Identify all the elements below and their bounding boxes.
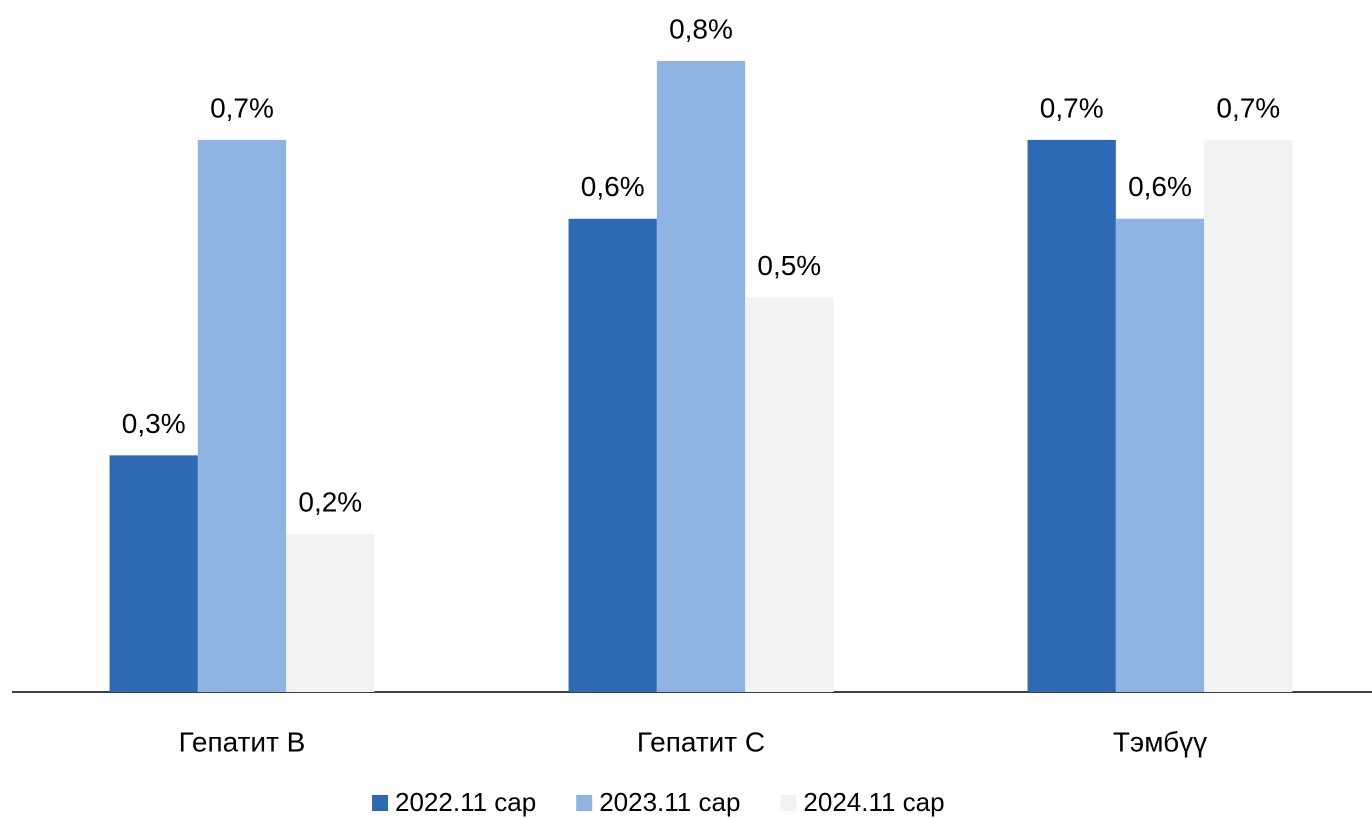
x-tick-label: Гепатит B [179, 726, 306, 757]
legend-swatch [780, 795, 797, 811]
legend-label: 2023.11 сар [599, 787, 740, 817]
bar [1027, 139, 1116, 692]
data-label: 0,3% [122, 408, 186, 439]
x-tick-label: Тэмбүү [1113, 726, 1207, 757]
bar [197, 139, 287, 692]
data-label: 0,2% [298, 487, 362, 518]
data-label: 0,6% [581, 171, 645, 202]
legend-label: 2024.11 сар [803, 787, 944, 817]
bar [286, 534, 375, 692]
data-label: 0,7% [1040, 92, 1104, 123]
legend-swatch [372, 795, 388, 811]
data-label: 0,7% [210, 92, 274, 123]
bar [1115, 218, 1205, 692]
legend-swatch [576, 795, 593, 811]
data-label: 0,5% [757, 250, 821, 281]
legend-label: 2022.11 сар [395, 787, 536, 817]
bar [1204, 139, 1293, 692]
bar [109, 455, 198, 692]
data-label: 0,6% [1128, 171, 1192, 202]
x-tick-label: Гепатит C [637, 726, 765, 757]
bar [568, 218, 657, 692]
data-label: 0,7% [1216, 92, 1280, 123]
bar [656, 61, 746, 692]
bar [745, 297, 834, 692]
data-label: 0,8% [669, 13, 733, 44]
